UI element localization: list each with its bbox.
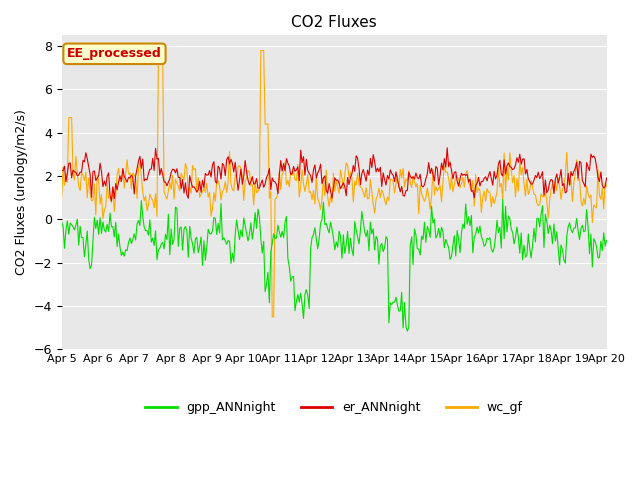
Y-axis label: CO2 Fluxes (urology/m2/s): CO2 Fluxes (urology/m2/s) [15, 109, 28, 275]
Text: EE_processed: EE_processed [67, 48, 162, 60]
Title: CO2 Fluxes: CO2 Fluxes [291, 15, 377, 30]
Legend: gpp_ANNnight, er_ANNnight, wc_gf: gpp_ANNnight, er_ANNnight, wc_gf [140, 396, 528, 420]
